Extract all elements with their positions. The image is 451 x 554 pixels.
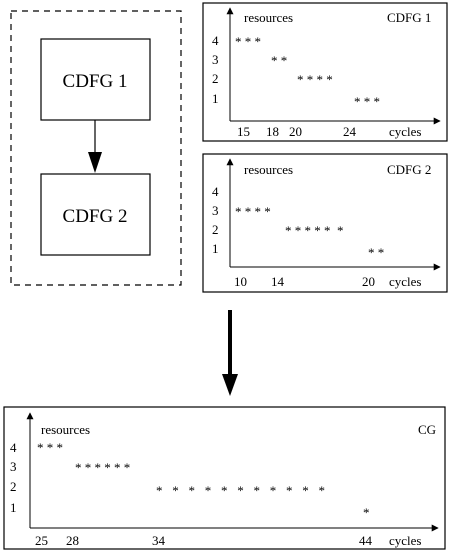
chart-cg-ylabel: resources [41,422,90,437]
dashed-group-box [10,10,182,286]
chart-cdfg2-ytick-3: 3 [212,203,219,218]
chart-cdfg1-ytick-3: 3 [212,52,219,67]
chart-cdfg2-xtick-20: 20 [362,274,375,289]
chart-cdfg1: resources CDFG 1 4 3 2 1 * * * * * * * *… [202,2,448,142]
cdfg2-node [40,173,151,256]
chart-cdfg1-ytick-4: 4 [212,33,219,48]
chart-cdfg1-xtick-20: 20 [289,124,302,139]
cdfg1-node-label: CDFG 1 [63,71,128,92]
flow-arrow-head [88,152,102,173]
flow-group: CDFG 1 CDFG 2 [10,10,182,286]
chart-cdfg1-ytick-2: 2 [212,71,219,86]
chart-cdfg1-xtick-15: 15 [237,124,250,139]
chart-cg-xtick-28: 28 [66,533,79,548]
chart-cdfg1-title: CDFG 1 [387,10,431,25]
chart-cdfg1-row-2: * * * * [297,72,333,87]
chart-cg-frame [3,406,446,550]
chart-cg-xlabel: cycles [389,533,421,548]
chart-cg-ytick-1: 1 [10,500,17,515]
chart-cg-title: CG [418,422,436,437]
chart-cg-xtick-25: 25 [35,533,48,548]
chart-cg-row-4: * * * [37,440,63,455]
chart-cdfg2-row-2: * * * * * * [285,223,344,238]
chart-cdfg1-frame [202,2,448,142]
chart-cdfg2-ytick-1: 1 [212,241,219,256]
chart-cg: resources CG 4 3 2 1 * * * * * * * * * *… [3,406,446,550]
chart-cdfg2-ytick-2: 2 [212,222,219,237]
chart-cdfg2-xtick-14: 14 [271,274,285,289]
chart-cdfg2-frame [202,153,448,293]
chart-cg-ytick-3: 3 [10,459,17,474]
chart-cdfg2-ylabel: resources [244,162,293,177]
chart-cdfg1-row-3: * * [271,53,287,68]
merge-arrow-head [222,374,238,396]
chart-cg-row-2: * * * * * * * * * * * [156,483,325,498]
chart-cg-row-1: * [363,505,370,520]
chart-cg-ytick-2: 2 [10,479,17,494]
chart-cdfg2-title: CDFG 2 [387,162,431,177]
chart-cdfg2-row-1: * * [368,245,384,260]
chart-cg-ytick-4: 4 [10,440,17,455]
merge-arrow-shaft [228,310,232,376]
chart-cdfg1-xtick-18: 18 [266,124,279,139]
chart-cg-xtick-44: 44 [359,533,373,548]
chart-cdfg2-xtick-10: 10 [234,274,247,289]
cdfg1-node [40,38,151,121]
chart-cdfg2-xlabel: cycles [389,274,421,289]
chart-cdfg1-xlabel: cycles [389,124,421,139]
chart-cg-xtick-34: 34 [152,533,166,548]
chart-cdfg2-ytick-4: 4 [212,184,219,199]
chart-cdfg1-ylabel: resources [244,10,293,25]
chart-cdfg1-row-1: * * * [354,94,380,109]
chart-cdfg2-row-3: * * * * [235,204,271,219]
chart-cdfg2: resources CDFG 2 4 3 2 1 * * * * * * * *… [202,153,448,293]
merge-arrow [222,310,238,396]
chart-cdfg1-ytick-1: 1 [212,91,219,106]
cdfg2-node-label: CDFG 2 [63,206,128,227]
chart-cdfg1-row-4: * * * [235,34,261,49]
chart-cg-row-3: * * * * * * [75,460,130,475]
chart-cdfg1-xtick-24: 24 [343,124,357,139]
